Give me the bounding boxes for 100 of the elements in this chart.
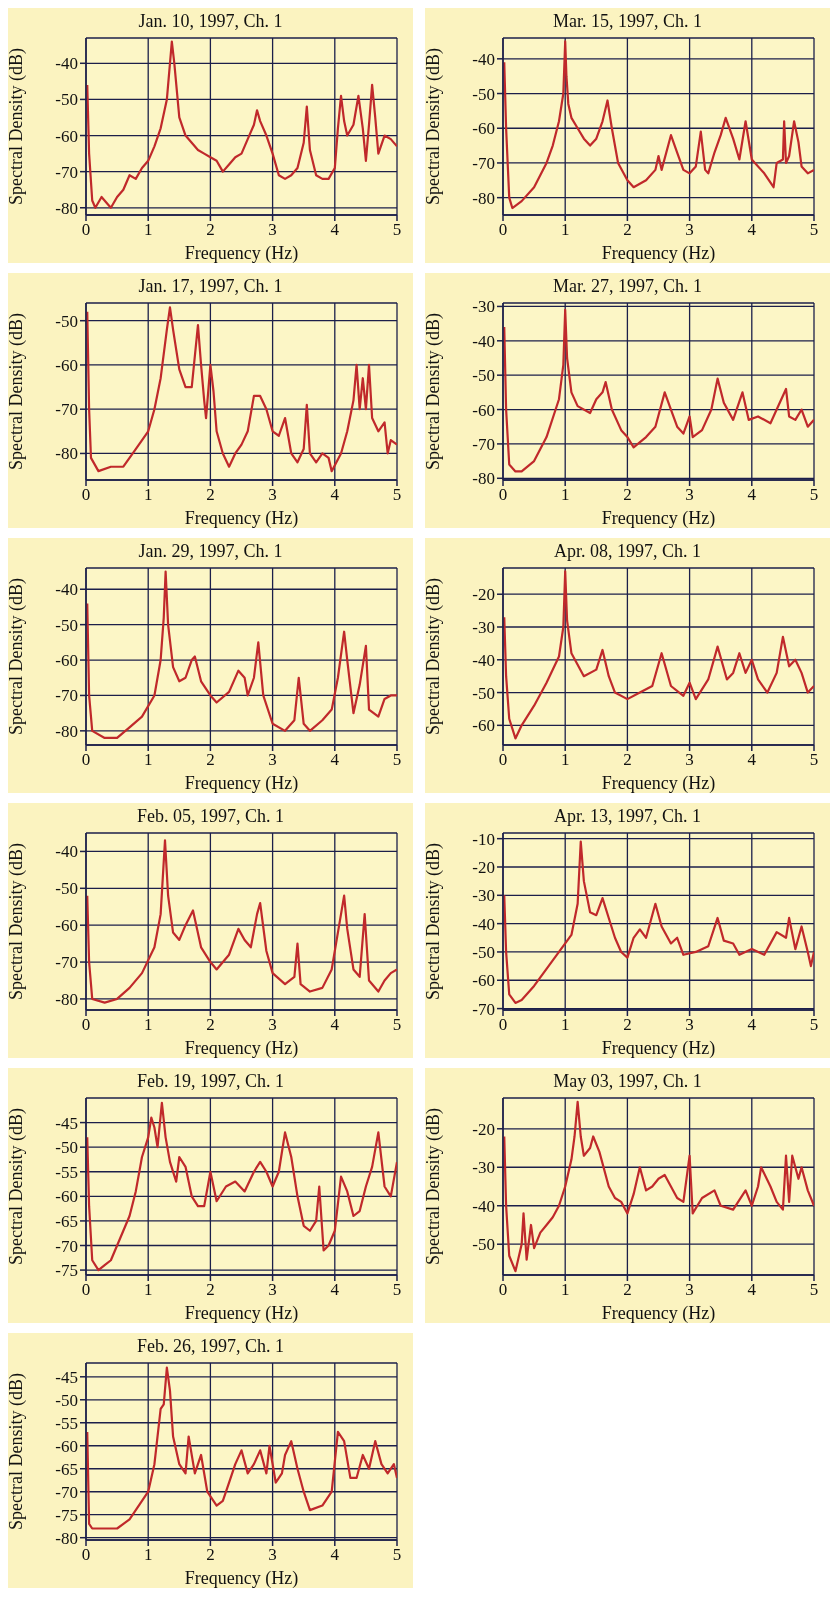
y-tick-label: -50	[472, 366, 495, 386]
y-axis-title: Spectral Density (dB)	[6, 578, 28, 735]
y-tick-label: -40	[55, 842, 78, 862]
chart-title: Apr. 13, 1997, Ch. 1	[553, 805, 702, 828]
x-tick-label: 5	[392, 220, 402, 240]
x-tick-label: 1	[143, 485, 153, 505]
y-tick-label: -60	[55, 651, 78, 671]
y-tick-label: -40	[472, 650, 495, 670]
x-tick-label: 1	[560, 1015, 570, 1035]
y-tick-label: -75	[55, 1261, 78, 1281]
x-axis-title: Frequency (Hz)	[184, 1568, 299, 1589]
x-tick-label: 0	[81, 750, 91, 770]
y-tick-label: -20	[472, 585, 495, 605]
y-tick-label: -50	[55, 1138, 78, 1158]
x-tick-label: 3	[685, 220, 694, 240]
y-tick-label: -60	[55, 1187, 78, 1207]
y-tick-label: -60	[472, 400, 495, 420]
y-tick-label: -80	[55, 198, 78, 218]
x-tick-label: 0	[81, 1015, 91, 1035]
x-tick-label: 5	[392, 485, 402, 505]
y-axis-title: Spectral Density (dB)	[6, 1373, 28, 1530]
x-tick-label: 1	[560, 485, 570, 505]
y-tick-label: -60	[472, 971, 495, 991]
y-tick-label: -80	[472, 469, 495, 489]
chart-title: Feb. 19, 1997, Ch. 1	[136, 1070, 285, 1093]
y-tick-label: -70	[55, 1482, 78, 1502]
y-tick-label: -20	[472, 1119, 495, 1139]
y-axis-title: Spectral Density (dB)	[423, 578, 445, 735]
y-tick-label: -80	[55, 444, 78, 464]
x-tick-label: 2	[623, 1280, 632, 1300]
x-tick-label: 3	[268, 220, 277, 240]
y-tick-label: -60	[55, 126, 78, 146]
x-tick-label: 0	[498, 1015, 508, 1035]
x-tick-label: 0	[81, 1545, 91, 1565]
x-tick-label: 2	[623, 220, 632, 240]
y-axis-title: Spectral Density (dB)	[6, 843, 28, 1000]
y-axis-title: Spectral Density (dB)	[423, 1108, 445, 1265]
y-tick-label: -60	[472, 716, 495, 736]
y-tick-label: -40	[472, 1196, 495, 1216]
y-tick-label: -70	[55, 953, 78, 973]
x-tick-label: 5	[809, 220, 819, 240]
y-tick-label: -30	[472, 1158, 495, 1178]
x-tick-label: 3	[268, 750, 277, 770]
chart-title: Jan. 29, 1997, Ch. 1	[137, 540, 284, 563]
y-tick-label: -70	[472, 434, 495, 454]
chart-title: Jan. 17, 1997, Ch. 1	[137, 275, 284, 298]
x-tick-label: 4	[330, 1015, 340, 1035]
y-tick-label: -50	[472, 942, 495, 962]
y-tick-label: -50	[472, 84, 495, 104]
y-tick-label: -30	[472, 297, 495, 317]
x-tick-label: 4	[747, 750, 757, 770]
x-tick-label: 4	[747, 485, 757, 505]
y-tick-label: -50	[55, 615, 78, 635]
x-tick-label: 2	[206, 485, 215, 505]
x-tick-label: 5	[809, 1280, 819, 1300]
x-tick-label: 0	[498, 750, 508, 770]
y-tick-label: -80	[472, 188, 495, 208]
y-tick-label: -40	[472, 49, 495, 69]
x-tick-label: 0	[498, 220, 508, 240]
y-tick-label: -70	[472, 153, 495, 173]
chart-title: Jan. 10, 1997, Ch. 1	[137, 10, 284, 33]
chart-title: Feb. 05, 1997, Ch. 1	[136, 805, 285, 828]
x-axis-title: Frequency (Hz)	[601, 243, 716, 264]
x-axis-title: Frequency (Hz)	[184, 508, 299, 529]
y-tick-label: -75	[55, 1505, 78, 1525]
y-tick-label: -50	[472, 683, 495, 703]
x-tick-label: 2	[623, 485, 632, 505]
x-tick-label: 3	[268, 1015, 277, 1035]
y-tick-label: -50	[55, 1390, 78, 1410]
y-tick-label: -80	[55, 721, 78, 741]
y-axis-title: Spectral Density (dB)	[423, 313, 445, 470]
y-axis-title: Spectral Density (dB)	[6, 1108, 28, 1265]
chart-title: Apr. 08, 1997, Ch. 1	[553, 540, 702, 563]
x-tick-label: 3	[268, 1280, 277, 1300]
y-tick-label: -60	[55, 916, 78, 936]
chart-title: Mar. 15, 1997, Ch. 1	[552, 10, 703, 33]
x-tick-label: 0	[81, 220, 91, 240]
x-tick-label: 1	[143, 1280, 153, 1300]
x-tick-label: 5	[392, 1545, 402, 1565]
x-axis-title: Frequency (Hz)	[184, 243, 299, 264]
y-tick-label: -40	[472, 331, 495, 351]
x-tick-label: 3	[685, 750, 694, 770]
x-axis-title: Frequency (Hz)	[184, 1303, 299, 1324]
x-tick-label: 0	[498, 1280, 508, 1300]
x-tick-label: 5	[392, 1280, 402, 1300]
y-tick-label: -60	[55, 1436, 78, 1456]
x-tick-label: 5	[809, 750, 819, 770]
x-tick-label: 5	[392, 1015, 402, 1035]
x-axis-title: Frequency (Hz)	[601, 508, 716, 529]
x-tick-label: 1	[143, 750, 153, 770]
chart-title: Mar. 27, 1997, Ch. 1	[552, 275, 703, 298]
x-axis-title: Frequency (Hz)	[601, 1303, 716, 1324]
x-axis-title: Frequency (Hz)	[184, 1038, 299, 1059]
x-tick-label: 0	[498, 485, 508, 505]
x-tick-label: 4	[330, 220, 340, 240]
x-tick-label: 4	[747, 1015, 757, 1035]
x-tick-label: 4	[747, 1280, 757, 1300]
y-tick-label: -55	[55, 1413, 78, 1433]
x-tick-label: 4	[747, 220, 757, 240]
x-tick-label: 1	[560, 1280, 570, 1300]
